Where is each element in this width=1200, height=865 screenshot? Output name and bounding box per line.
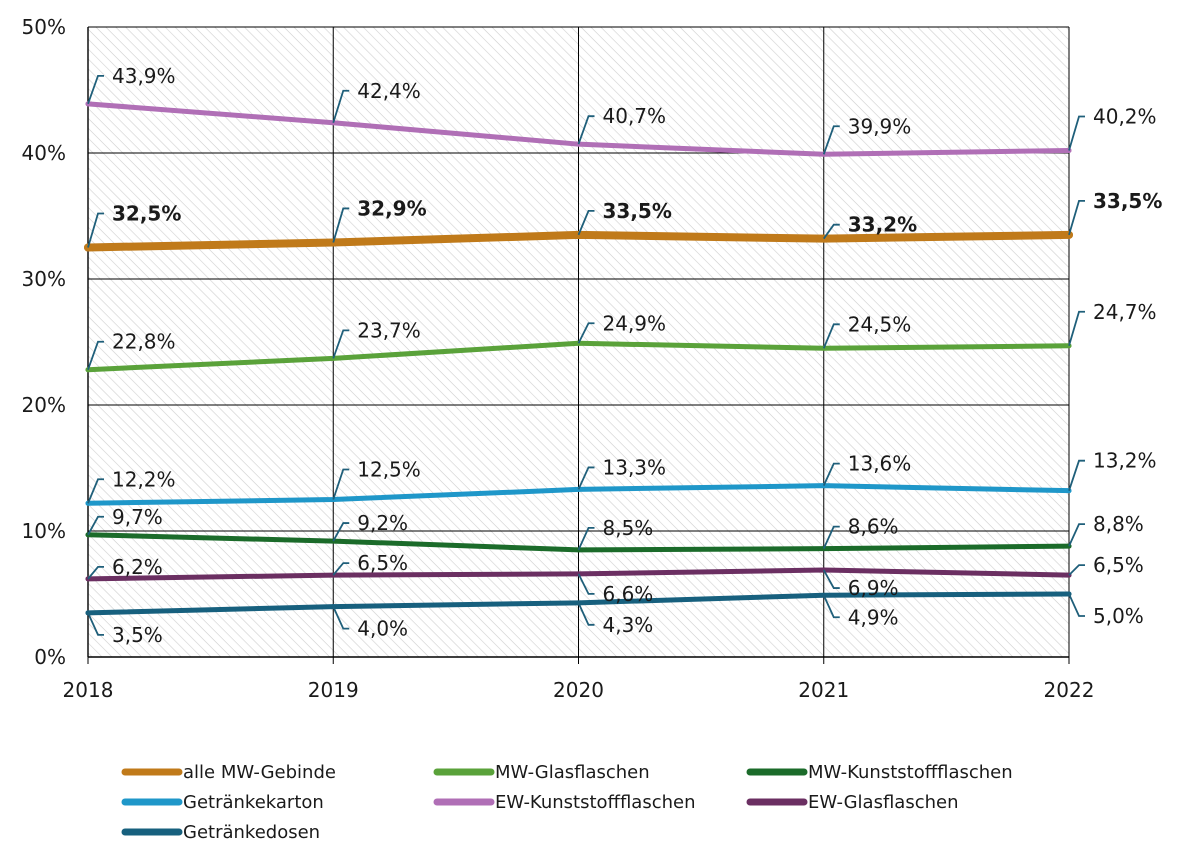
leader-line: [332, 329, 350, 359]
leader-line: [1068, 459, 1085, 491]
legend: alle MW-Gebinde MW-Glasflaschen MW-Kunstst…: [121, 762, 1013, 843]
data-label-mw-glasflaschen: 23,7%: [357, 318, 421, 342]
data-label-ew-kunststoffflaschen: 40,7%: [603, 104, 667, 128]
data-label-ew-glasflaschen: 6,2%: [112, 555, 163, 579]
legend-label-ew-kunststoffflaschen: EW-Kunststoffflaschen: [495, 792, 695, 813]
data-labels: 32,5% 32,9% 33,5% 33,2% 33,5% 22,8% 23,7% 24,9%…: [87, 64, 1162, 647]
data-label-alle-mw-gebinde: 33,5%: [1093, 189, 1162, 213]
leader-line: [577, 602, 595, 626]
legend-label-getraenkedosen: Getränkedosen: [183, 822, 320, 843]
x-tick-label: 2020: [553, 678, 604, 702]
leader-line: [822, 323, 840, 349]
data-label-mw-kunststoffflaschen: 9,2%: [357, 511, 408, 535]
data-label-ew-kunststoffflaschen: 42,4%: [357, 79, 421, 103]
axes: 0% 10% 20% 30% 40% 50% 2018 2019 2020 2021 2022: [22, 15, 1095, 702]
data-label-getraenkekarton: 13,6%: [848, 452, 912, 476]
leader-line: [332, 207, 350, 243]
data-label-ew-kunststoffflaschen: 43,9%: [112, 64, 176, 88]
data-label-ew-glasflaschen: 6,6%: [603, 582, 654, 606]
data-label-getraenkekarton: 13,2%: [1093, 449, 1157, 473]
leader-line: [1068, 523, 1085, 547]
legend-label-mw-glasflaschen: MW-Glasflaschen: [495, 762, 650, 783]
data-label-alle-mw-gebinde: 33,5%: [603, 199, 672, 223]
leader-line: [577, 527, 595, 551]
leader-line: [1068, 310, 1085, 347]
leader-line: [577, 322, 595, 344]
data-label-getraenkekarton: 12,2%: [112, 467, 176, 491]
leader-line: [1068, 115, 1085, 151]
y-tick-label: 30%: [22, 267, 66, 291]
leader-line: [87, 515, 104, 536]
leader-line: [332, 522, 350, 542]
data-label-alle-mw-gebinde: 33,2%: [848, 213, 917, 237]
data-label-ew-kunststoffflaschen: 40,2%: [1093, 104, 1157, 128]
data-label-ew-glasflaschen: 6,5%: [357, 551, 408, 575]
leader-line: [87, 612, 104, 636]
legend-label-alle-mw-gebinde: alle MW-Gebinde: [183, 762, 336, 783]
data-label-alle-mw-gebinde: 32,9%: [357, 196, 426, 220]
y-tick-label: 10%: [22, 519, 66, 543]
data-label-alle-mw-gebinde: 32,5%: [112, 202, 181, 226]
y-tick-label: 20%: [22, 393, 66, 417]
leader-line: [822, 569, 840, 589]
y-tick-label: 50%: [22, 15, 66, 39]
x-tick-label: 2019: [308, 678, 359, 702]
data-label-getraenkedosen: 4,9%: [848, 605, 899, 629]
leader-line: [332, 606, 350, 630]
leader-line: [822, 594, 840, 619]
leader-line: [332, 468, 350, 500]
x-tick-label: 2021: [798, 678, 849, 702]
leader-line: [87, 478, 104, 504]
leader-line: [577, 466, 595, 490]
legend-label-ew-glasflaschen: EW-Glasflaschen: [808, 792, 959, 813]
leader-line: [822, 525, 840, 550]
leader-line: [87, 212, 104, 248]
leader-line: [87, 565, 104, 580]
data-label-getraenkedosen: 4,3%: [603, 613, 654, 637]
y-tick-label: 40%: [22, 141, 66, 165]
leader-line: [822, 125, 840, 155]
data-label-mw-kunststoffflaschen: 8,6%: [848, 515, 899, 539]
data-label-getraenkedosen: 3,5%: [112, 623, 163, 647]
leader-line: [577, 573, 595, 595]
data-label-mw-kunststoffflaschen: 8,8%: [1093, 512, 1144, 536]
leader-line: [87, 74, 104, 105]
data-label-getraenkedosen: 4,0%: [357, 617, 408, 641]
data-label-ew-glasflaschen: 6,9%: [848, 576, 899, 600]
data-label-ew-glasflaschen: 6,5%: [1093, 553, 1144, 577]
legend-label-mw-kunststoffflaschen: MW-Kunststoffflaschen: [808, 762, 1013, 783]
data-label-getraenkedosen: 5,0%: [1093, 604, 1144, 628]
data-label-mw-kunststoffflaschen: 9,7%: [112, 505, 163, 529]
leader-line: [577, 115, 595, 145]
leader-line: [577, 209, 595, 236]
leader-line: [332, 562, 350, 576]
data-label-mw-glasflaschen: 24,7%: [1093, 300, 1157, 324]
legend-label-getraenkekarton: Getränkekarton: [183, 792, 324, 813]
leader-line: [1068, 593, 1085, 617]
x-tick-label: 2022: [1044, 678, 1095, 702]
data-label-mw-kunststoffflaschen: 8,5%: [603, 516, 654, 540]
leader-line: [1068, 564, 1085, 576]
data-label-ew-kunststoffflaschen: 39,9%: [848, 114, 912, 138]
data-label-getraenkekarton: 13,3%: [603, 455, 667, 479]
data-label-mw-glasflaschen: 24,5%: [848, 312, 912, 336]
leader-line: [1068, 199, 1085, 236]
y-tick-label: 0%: [34, 645, 66, 669]
leader-line: [823, 223, 840, 240]
data-label-getraenkekarton: 12,5%: [357, 458, 421, 482]
leader-line: [87, 340, 104, 371]
leader-line: [822, 462, 840, 487]
x-tick-label: 2018: [63, 678, 114, 702]
gridlines: [87, 26, 1070, 658]
leader-line: [332, 89, 350, 124]
data-label-mw-glasflaschen: 22,8%: [112, 330, 176, 354]
data-label-mw-glasflaschen: 24,9%: [603, 311, 667, 335]
